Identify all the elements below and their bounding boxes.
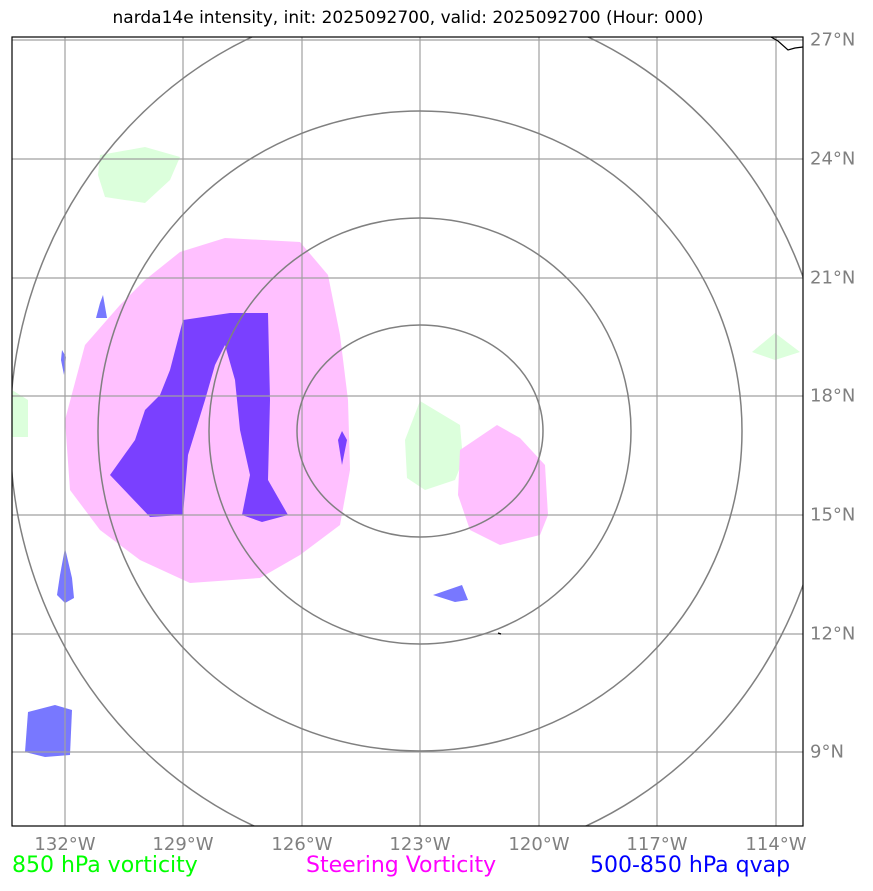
lat-label-21n: 21°N	[810, 267, 856, 289]
lon-label-114w: 114°W	[745, 834, 807, 855]
lon-label-129w: 129°W	[152, 834, 214, 855]
lat-label-12n: 12°N	[810, 623, 856, 645]
qvap-area-south	[433, 585, 468, 602]
lon-label-132w: 132°W	[34, 834, 96, 855]
coastline-northeast	[770, 37, 803, 51]
lat-label-27n: 27°N	[810, 29, 856, 51]
lat-label-9n: 9°N	[810, 741, 844, 763]
steering-vorticity-shading	[65, 238, 548, 583]
vort850-area-center	[405, 401, 463, 490]
lon-label-120w: 120°W	[508, 834, 570, 855]
range-ring-third	[97, 110, 743, 752]
lat-label-24n: 24°N	[810, 148, 856, 170]
legend-steering-vorticity: Steering Vorticity	[306, 853, 497, 878]
steering-area-west	[65, 238, 350, 583]
lon-label-123w: 123°W	[389, 834, 451, 855]
vort850-area-northwest	[98, 147, 180, 203]
legend-qvap: 500-850 hPa qvap	[590, 853, 791, 878]
lat-label-18n: 18°N	[810, 385, 856, 407]
lat-lon-grid	[12, 37, 803, 826]
qvap-steering-overlap-shading	[110, 313, 347, 522]
range-ring-second	[208, 217, 632, 645]
coastline-dot	[497, 632, 502, 635]
legend-850-vorticity: 850 hPa vorticity	[12, 853, 198, 878]
lat-label-15n: 15°N	[810, 504, 856, 526]
overlap-area-main	[110, 313, 288, 522]
qvap-area-southwest	[25, 705, 72, 757]
overlap-area-small	[338, 431, 347, 465]
lon-label-117w: 117°W	[626, 834, 688, 855]
range-ring-inner	[296, 324, 544, 538]
range-rings	[12, 37, 803, 826]
lon-label-126w: 126°W	[271, 834, 333, 855]
coastline	[497, 37, 803, 635]
plot-frame	[11, 36, 804, 827]
vort850-area-west-edge	[12, 390, 28, 437]
chart-title: narda14e intensity, init: 2025092700, va…	[112, 8, 704, 28]
qvap-area-north	[96, 295, 107, 318]
